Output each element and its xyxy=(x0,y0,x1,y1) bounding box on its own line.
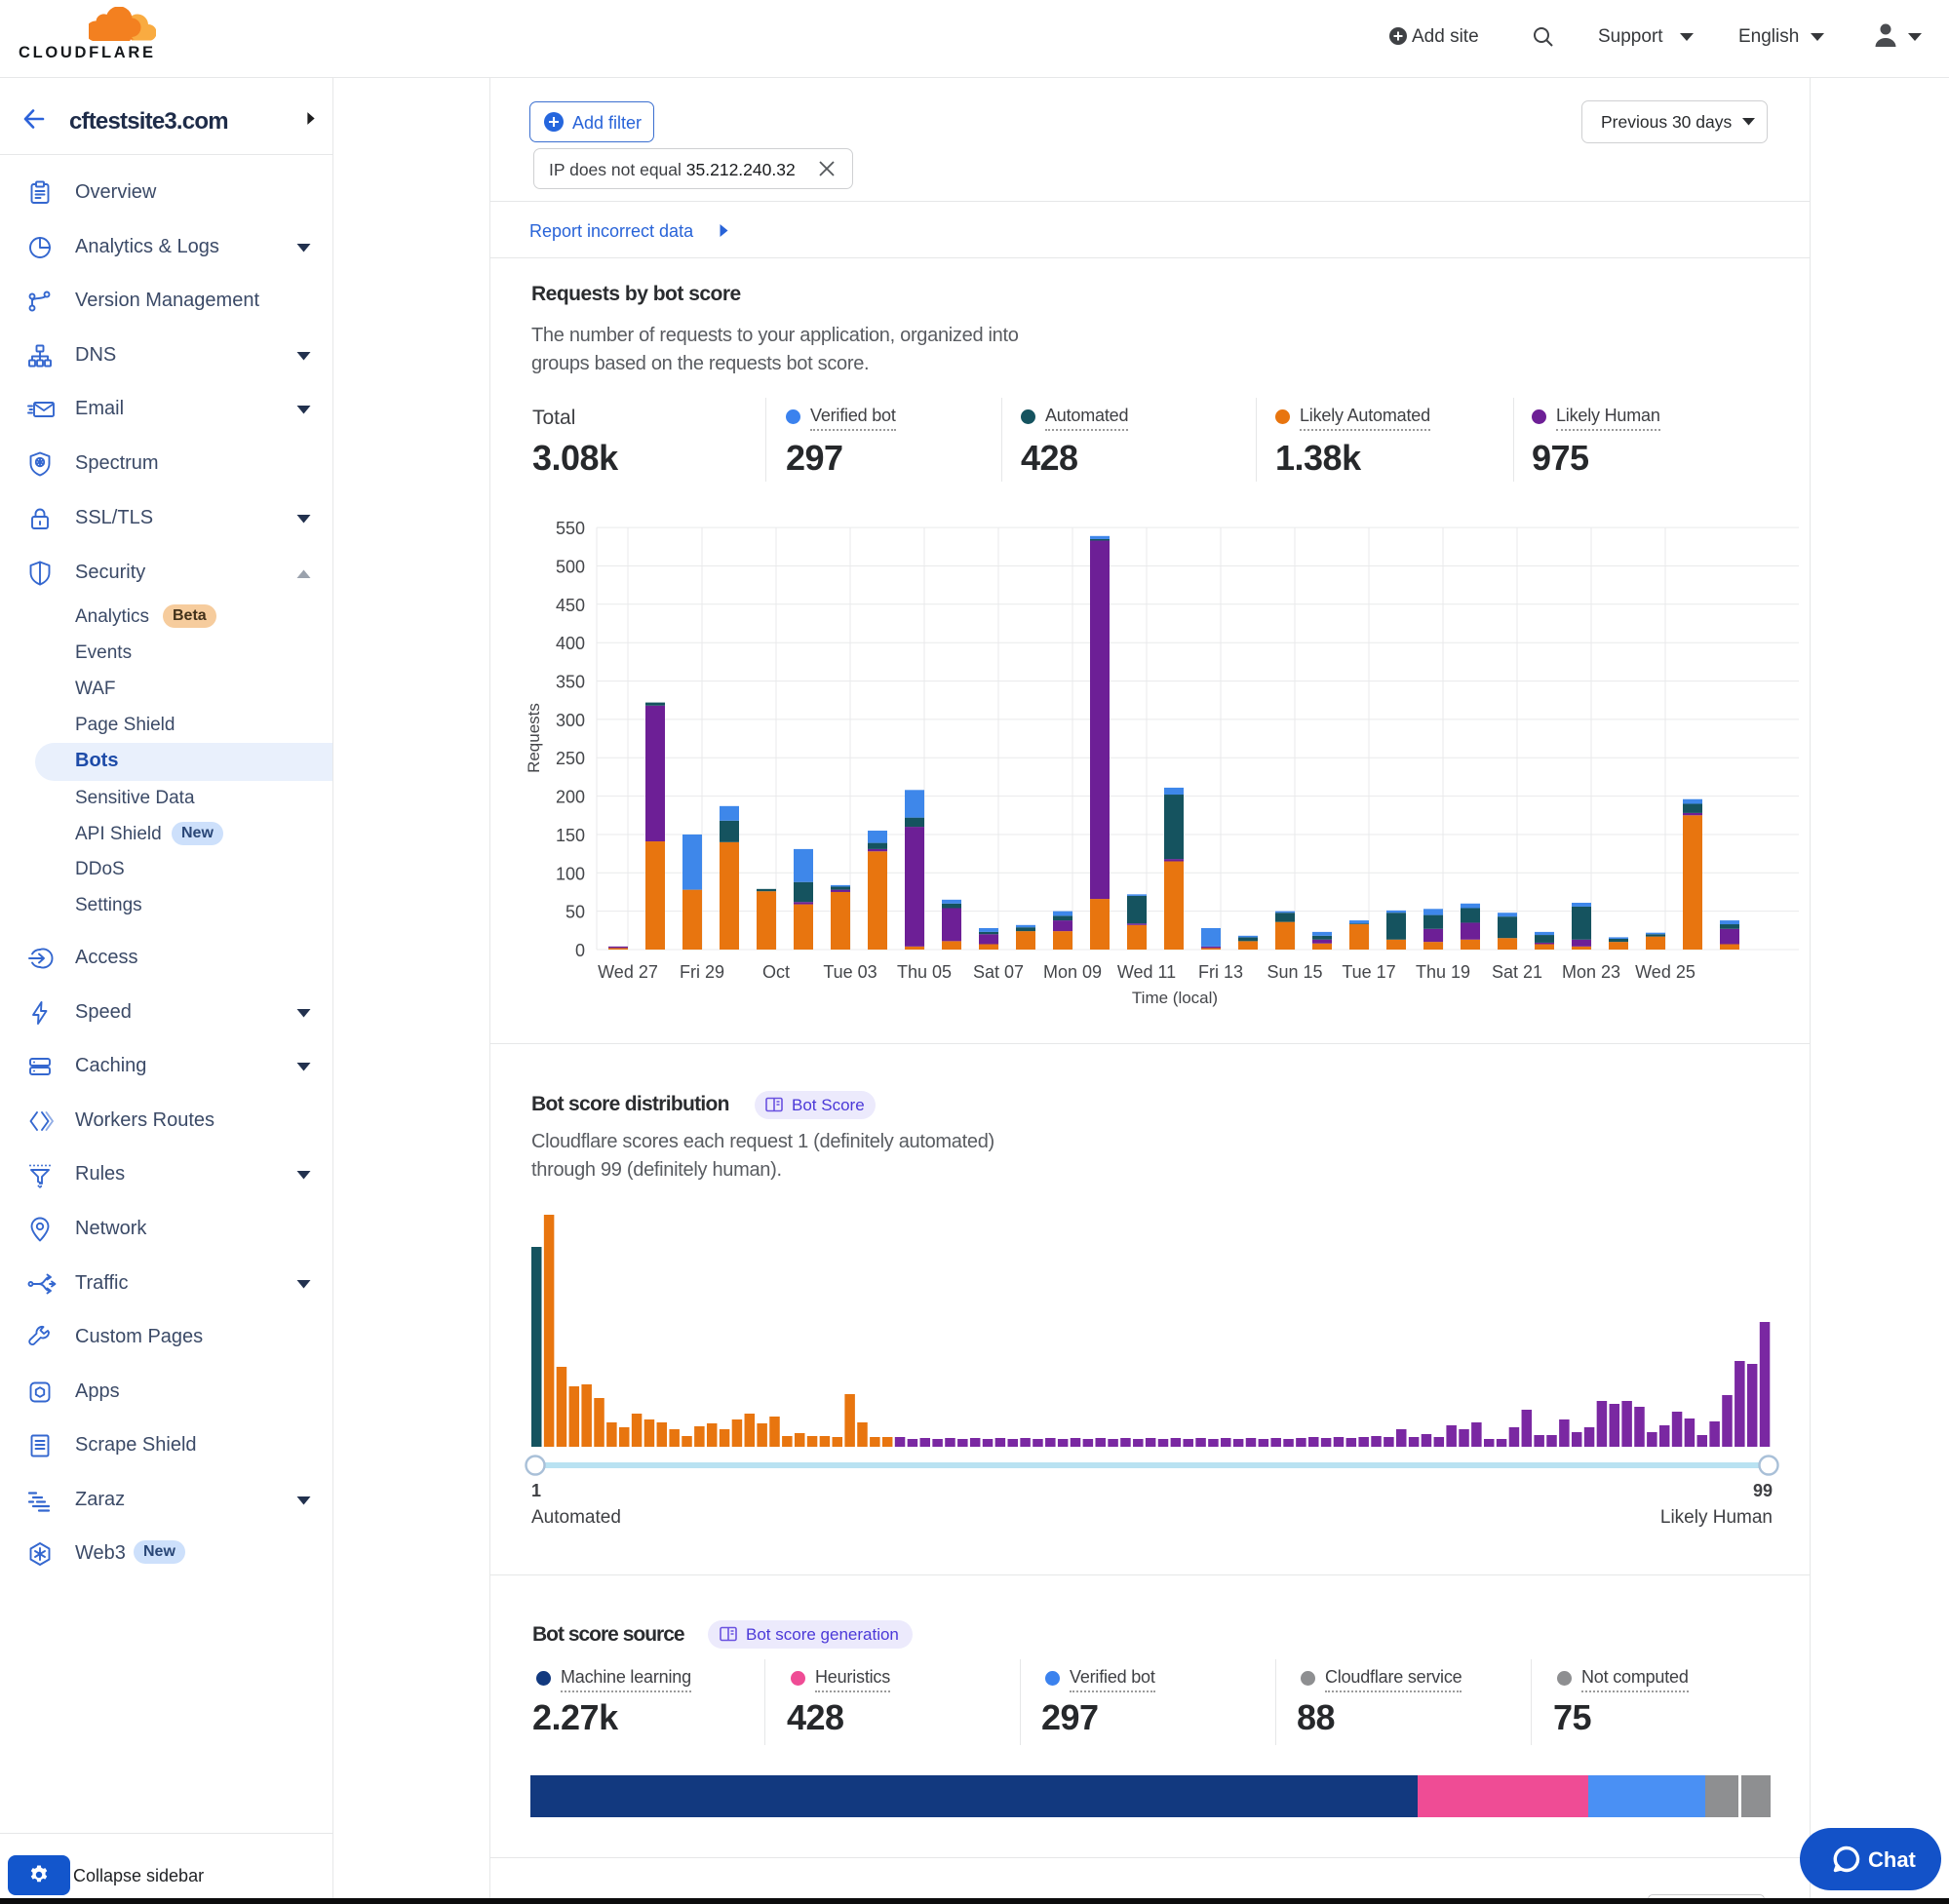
svg-text:Automated: Automated xyxy=(531,1507,621,1528)
svg-text:Mon 09: Mon 09 xyxy=(1043,962,1102,982)
svg-text:400: 400 xyxy=(556,634,585,653)
svg-text:Likely Human: Likely Human xyxy=(1660,1507,1773,1528)
svg-text:100: 100 xyxy=(556,864,585,883)
svg-text:Sat 07: Sat 07 xyxy=(973,962,1024,982)
svg-text:Thu 19: Thu 19 xyxy=(1416,962,1470,982)
svg-text:Requests: Requests xyxy=(525,703,543,773)
svg-text:Wed 25: Wed 25 xyxy=(1635,962,1696,982)
svg-text:Mon 23: Mon 23 xyxy=(1562,962,1620,982)
svg-text:Sun 15: Sun 15 xyxy=(1267,962,1322,982)
svg-text:50: 50 xyxy=(565,903,585,922)
svg-text:0: 0 xyxy=(575,941,585,960)
svg-text:Fri 29: Fri 29 xyxy=(680,962,724,982)
svg-text:200: 200 xyxy=(556,788,585,807)
svg-text:300: 300 xyxy=(556,711,585,730)
svg-text:250: 250 xyxy=(556,749,585,768)
svg-text:Sat 21: Sat 21 xyxy=(1492,962,1542,982)
svg-text:Tue 17: Tue 17 xyxy=(1342,962,1395,982)
svg-text:Fri 13: Fri 13 xyxy=(1198,962,1243,982)
svg-text:500: 500 xyxy=(556,558,585,577)
svg-text:550: 550 xyxy=(556,519,585,538)
svg-text:150: 150 xyxy=(556,826,585,845)
svg-text:350: 350 xyxy=(556,673,585,692)
svg-text:Tue 03: Tue 03 xyxy=(823,962,877,982)
svg-text:Wed 27: Wed 27 xyxy=(598,962,658,982)
svg-text:99: 99 xyxy=(1753,1481,1773,1500)
svg-text:Wed 11: Wed 11 xyxy=(1117,962,1176,982)
svg-text:Thu 05: Thu 05 xyxy=(897,962,952,982)
svg-text:1: 1 xyxy=(531,1481,541,1500)
svg-text:450: 450 xyxy=(556,596,585,615)
svg-text:Time (local): Time (local) xyxy=(1132,989,1218,1007)
svg-text:Oct: Oct xyxy=(762,962,790,982)
